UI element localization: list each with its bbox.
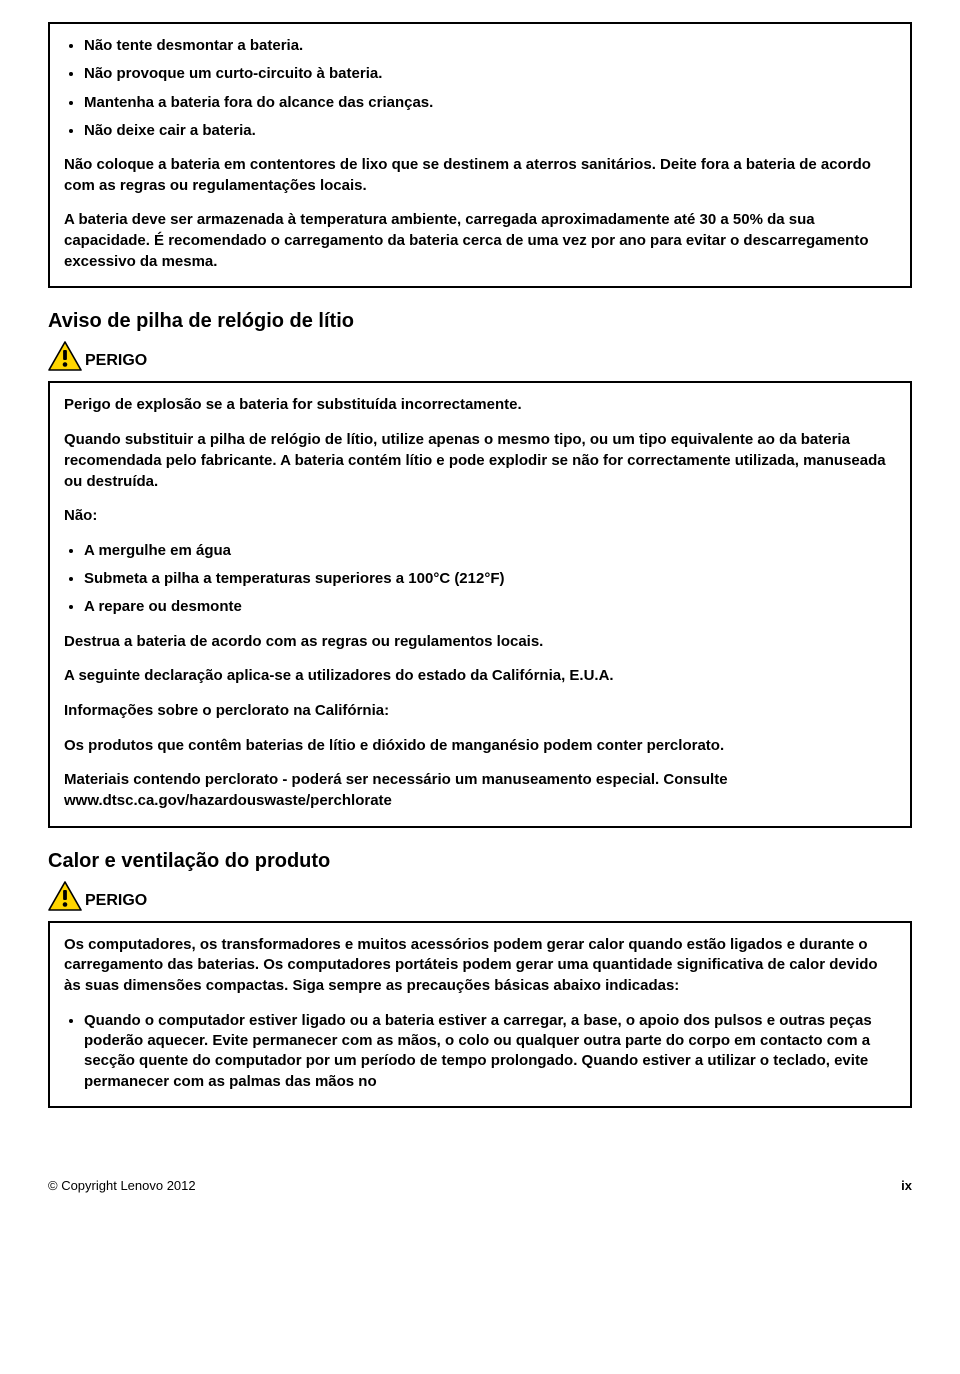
- warning-triangle-icon: [48, 341, 82, 371]
- warning-box-heat: Os computadores, os transformadores e mu…: [48, 921, 912, 1108]
- paragraph: Informações sobre o perclorato na Califó…: [64, 701, 896, 722]
- copyright-text: © Copyright Lenovo 2012: [48, 1178, 196, 1193]
- list-item: A mergulhe em água: [84, 541, 896, 561]
- paragraph: A seguinte declaração aplica-se a utiliz…: [64, 666, 896, 687]
- section-title-heat: Calor e ventilação do produto: [48, 850, 912, 873]
- list-item: Mantenha a bateria fora do alcance das c…: [84, 93, 896, 113]
- paragraph: Não coloque a bateria em contentores de …: [64, 155, 896, 196]
- paragraph: Destrua a bateria de acordo com as regra…: [64, 632, 896, 653]
- perigo-text: PERIGO: [85, 352, 147, 371]
- list-item: Quando o computador estiver ligado ou a …: [84, 1011, 896, 1092]
- heat-bullets: Quando o computador estiver ligado ou a …: [64, 1011, 896, 1092]
- warning-triangle-icon: [48, 881, 82, 911]
- warning-box-battery: Não tente desmontar a bateria. Não provo…: [48, 22, 912, 288]
- list-item: A repare ou desmonte: [84, 597, 896, 617]
- paragraph: Os computadores, os transformadores e mu…: [64, 935, 896, 997]
- list-item: Não deixe cair a bateria.: [84, 121, 896, 141]
- list-item: Não tente desmontar a bateria.: [84, 36, 896, 56]
- paragraph: Materiais contendo perclorato - poderá s…: [64, 770, 896, 811]
- paragraph: Quando substituir a pilha de relógio de …: [64, 430, 896, 492]
- danger-label: PERIGO: [48, 341, 912, 371]
- page-footer: © Copyright Lenovo 2012 ix: [48, 1178, 912, 1193]
- paragraph: A bateria deve ser armazenada à temperat…: [64, 210, 896, 272]
- perigo-text: PERIGO: [85, 892, 147, 911]
- list-item: Não provoque um curto-circuito à bateria…: [84, 64, 896, 84]
- lithium-bullets: A mergulhe em água Submeta a pilha a tem…: [64, 541, 896, 618]
- battery-bullets: Não tente desmontar a bateria. Não provo…: [64, 36, 896, 141]
- paragraph: Perigo de explosão se a bateria for subs…: [64, 395, 896, 416]
- page-number: ix: [901, 1178, 912, 1193]
- nao-label: Não:: [64, 506, 896, 527]
- warning-box-lithium: Perigo de explosão se a bateria for subs…: [48, 381, 912, 827]
- danger-label: PERIGO: [48, 881, 912, 911]
- list-item: Submeta a pilha a temperaturas superiore…: [84, 569, 896, 589]
- paragraph: Os produtos que contêm baterias de lítio…: [64, 736, 896, 757]
- section-title-lithium: Aviso de pilha de relógio de lítio: [48, 310, 912, 333]
